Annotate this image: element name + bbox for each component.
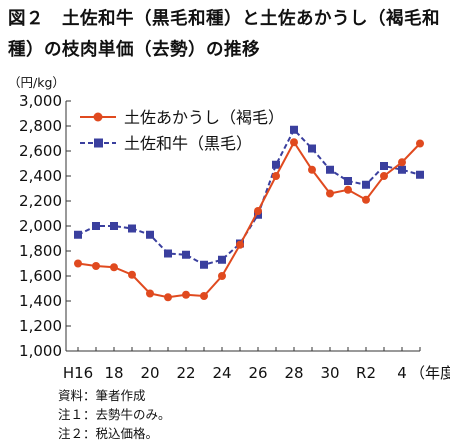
data-point xyxy=(308,165,316,174)
data-point xyxy=(236,240,244,249)
chart-notes: 資料：筆者作成 注１：去勢牛のみ。 注２：税込価格。 xyxy=(58,386,171,443)
y-tick-label: 1,200 xyxy=(19,317,62,335)
x-tick-label: 30 xyxy=(320,364,339,382)
y-tick-label: 1,800 xyxy=(19,242,62,260)
x-tick-label: 26 xyxy=(248,364,267,382)
data-point xyxy=(92,222,100,230)
data-point xyxy=(74,259,82,268)
x-tick-label: 28 xyxy=(284,364,303,382)
data-point xyxy=(164,293,172,302)
data-point xyxy=(272,160,280,169)
data-point xyxy=(200,260,208,269)
y-tick-label: 2,800 xyxy=(19,117,62,135)
data-point xyxy=(92,262,100,270)
data-point xyxy=(110,222,118,230)
chart-title: 図２ 土佐和牛（黒毛和種）と土佐あかうし（褐毛和種）の枝肉単価（去勢）の推移 xyxy=(8,9,440,60)
data-point xyxy=(272,172,280,180)
y-tick-label: 2,000 xyxy=(19,217,62,235)
data-point xyxy=(380,172,388,180)
data-point xyxy=(362,180,370,189)
data-point xyxy=(362,195,370,204)
data-point xyxy=(218,272,226,280)
data-point xyxy=(290,138,298,147)
data-point xyxy=(308,144,316,153)
data-point xyxy=(74,230,82,239)
data-point xyxy=(380,162,388,170)
y-tick-label: 1,600 xyxy=(19,267,62,285)
x-tick-label: 22 xyxy=(176,364,195,382)
y-axis-unit-label: （円/kg） xyxy=(8,75,65,90)
data-point xyxy=(128,270,136,279)
data-point xyxy=(254,207,262,215)
data-point xyxy=(344,177,352,185)
data-point xyxy=(290,125,298,134)
x-tick-label: 4 xyxy=(397,364,407,382)
data-point xyxy=(146,230,154,239)
x-tick-label: 20 xyxy=(140,364,159,382)
note-1: 注１：去勢牛のみ。 xyxy=(58,407,171,422)
note-2: 注２：税込価格。 xyxy=(58,426,159,441)
x-tick-label: H16 xyxy=(63,364,93,382)
data-point xyxy=(344,185,352,194)
data-point xyxy=(416,139,424,148)
legend-marker xyxy=(94,138,103,148)
y-tick-label: 1,400 xyxy=(19,292,62,310)
y-tick-label: 3,000 xyxy=(19,92,62,110)
y-tick-label: 2,600 xyxy=(19,142,62,160)
y-tick-label: 1,000 xyxy=(19,342,62,360)
data-point xyxy=(218,255,226,264)
data-point xyxy=(146,289,154,298)
y-tick-label: 2,400 xyxy=(19,167,62,185)
x-axis-label: （年度） xyxy=(410,364,450,382)
data-point xyxy=(200,292,208,300)
x-tick-label: 18 xyxy=(104,364,123,382)
data-point xyxy=(182,250,190,259)
data-point xyxy=(398,165,406,174)
data-point xyxy=(110,263,118,272)
data-point xyxy=(164,249,172,258)
x-tick-label: 24 xyxy=(212,364,231,382)
data-point xyxy=(398,158,406,167)
note-source: 資料：筆者作成 xyxy=(58,388,146,403)
x-tick-label: R2 xyxy=(356,364,376,382)
data-point xyxy=(128,224,136,233)
data-point xyxy=(182,290,190,299)
y-tick-label: 2,200 xyxy=(19,192,62,210)
legend-label: 土佐あかうし（褐毛） xyxy=(124,108,284,127)
data-point xyxy=(416,170,424,179)
legend-label: 土佐和牛（黒毛） xyxy=(124,134,252,153)
data-point xyxy=(326,189,334,198)
data-point xyxy=(326,165,334,174)
legend-marker xyxy=(93,112,103,122)
